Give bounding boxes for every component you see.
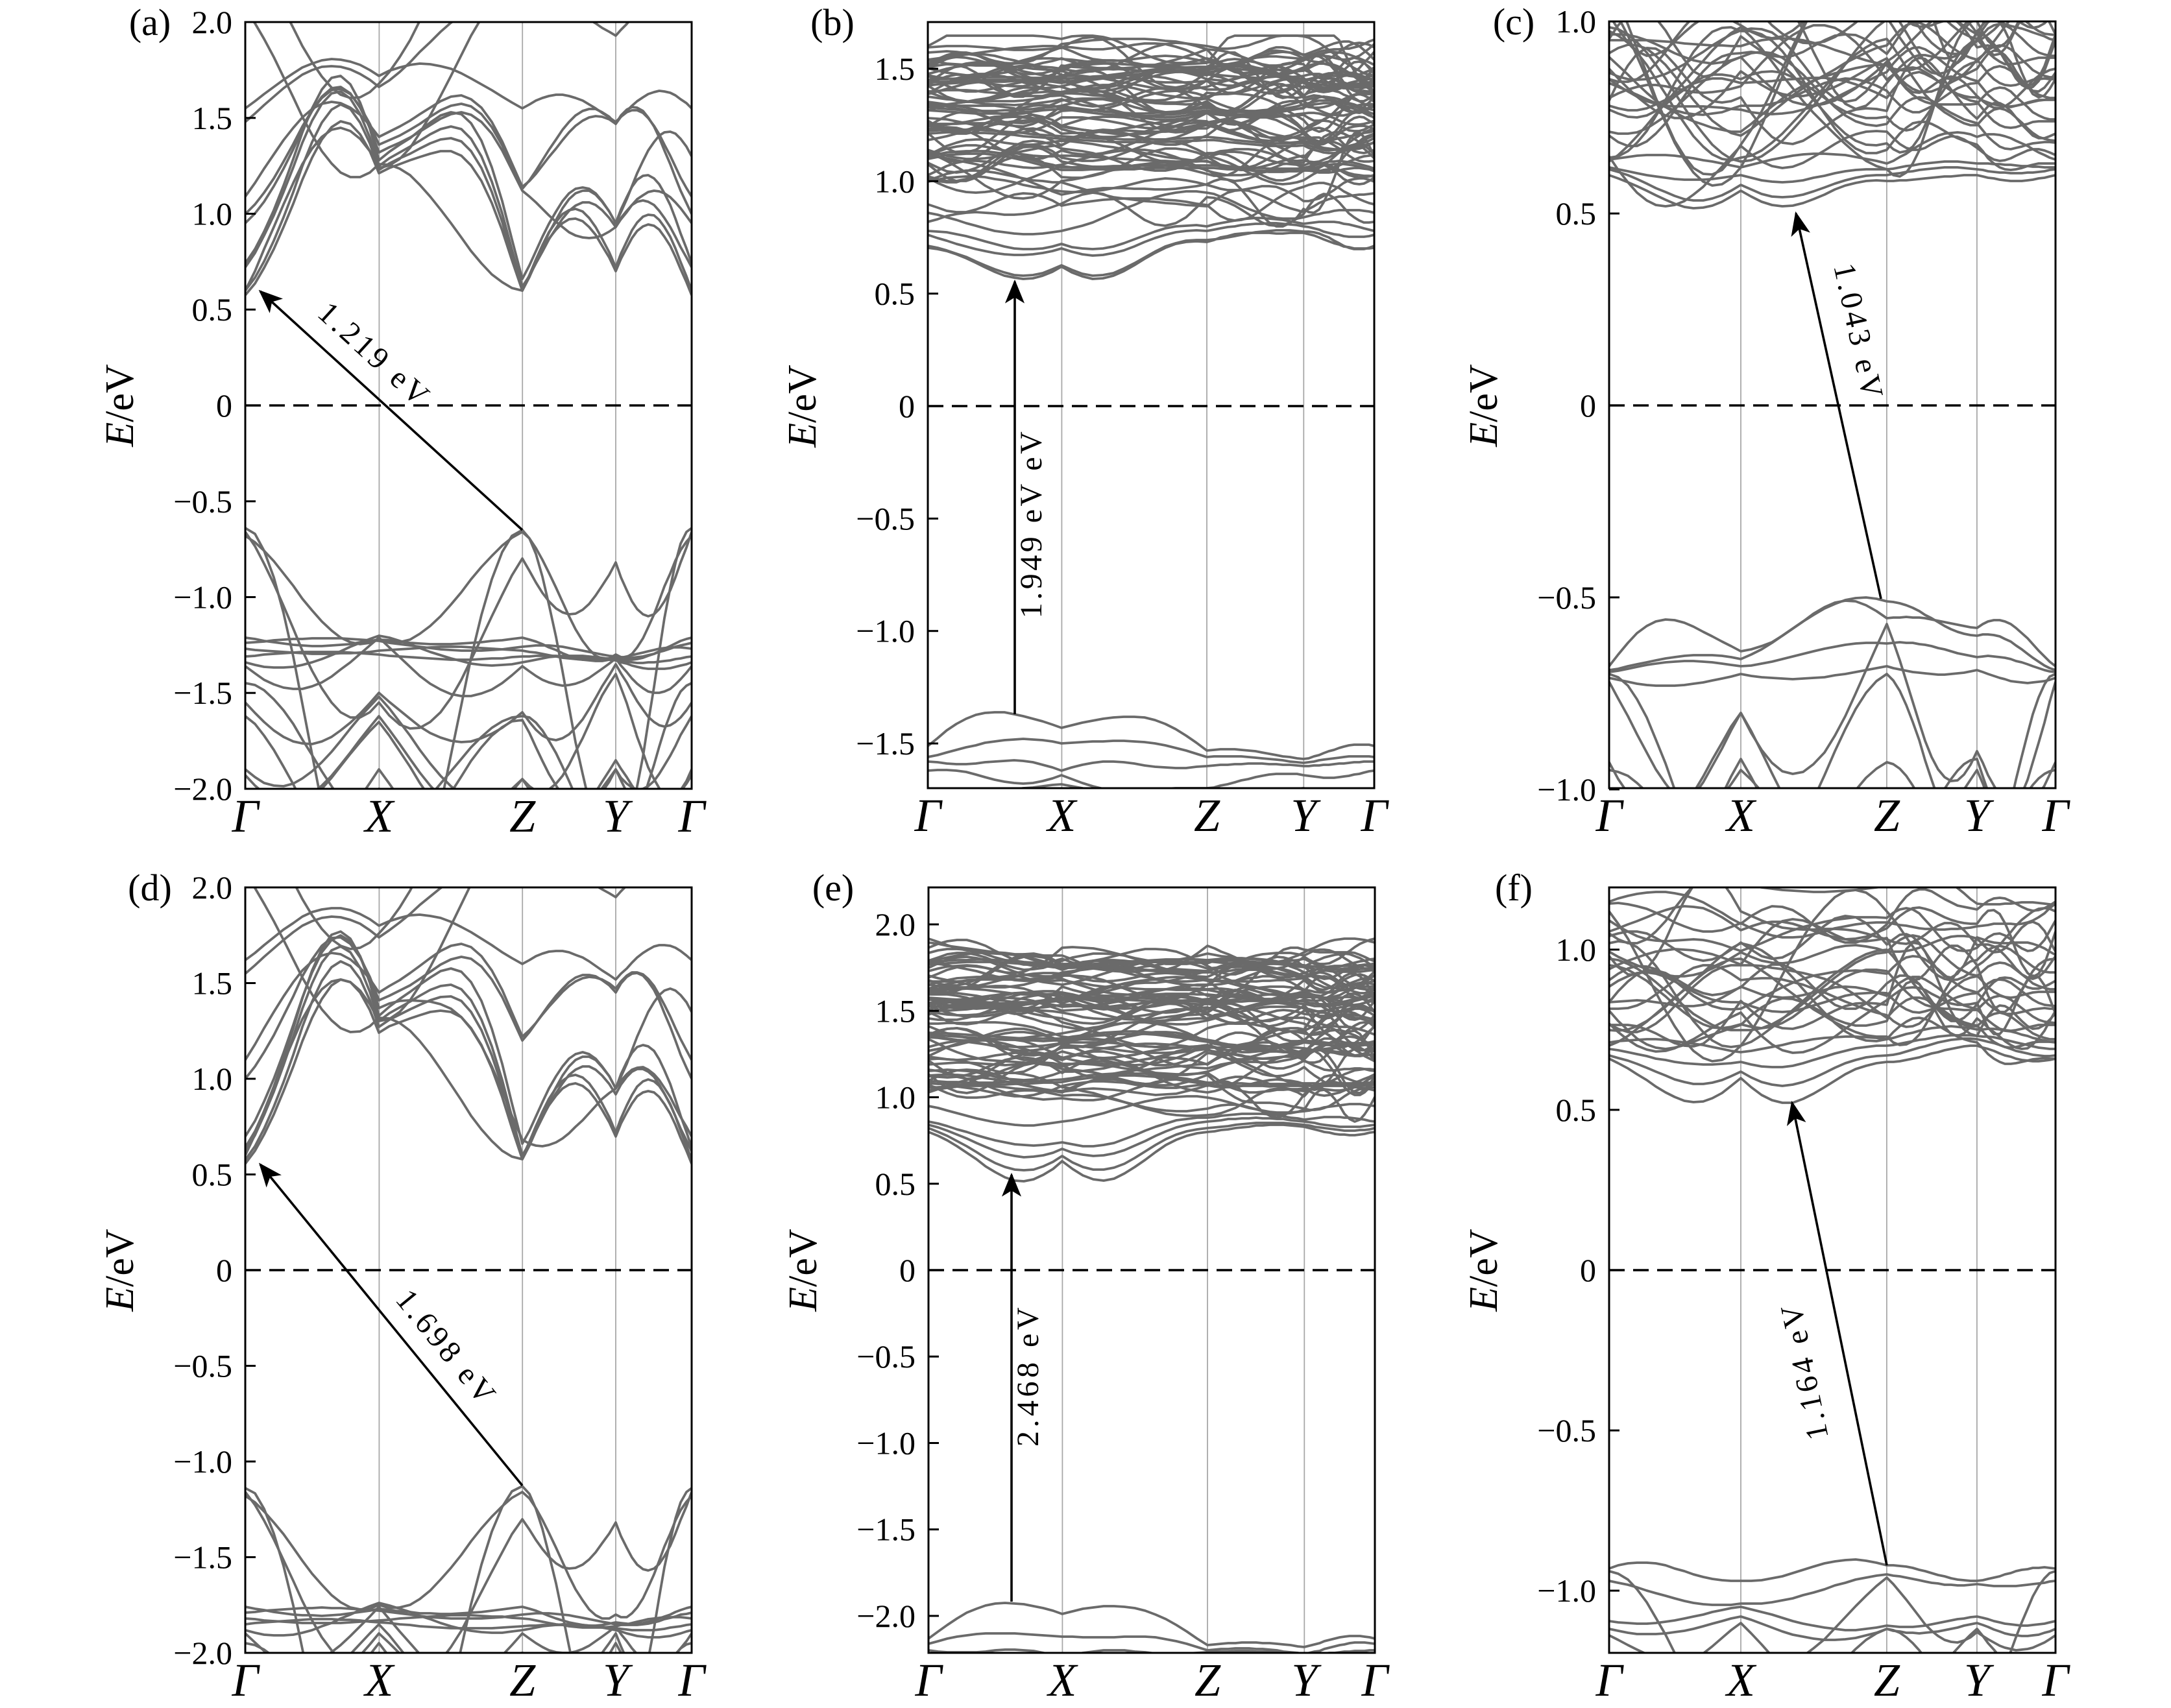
svg-text:Γ: Γ [232, 1654, 261, 1705]
svg-text:Y: Y [1291, 1654, 1322, 1705]
svg-text:Z: Z [1874, 789, 1900, 841]
svg-text:0: 0 [216, 387, 232, 424]
svg-text:0: 0 [899, 1252, 916, 1288]
svg-text:−1.0: −1.0 [856, 613, 915, 649]
svg-text:Γ: Γ [915, 1654, 944, 1705]
svg-text:1.0: 1.0 [1556, 3, 1597, 40]
svg-text:1.5: 1.5 [192, 100, 233, 136]
svg-text:1.0: 1.0 [192, 196, 233, 232]
svg-text:E/eV: E/eV [781, 365, 825, 448]
svg-text:E/eV: E/eV [781, 1229, 825, 1312]
svg-text:−0.5: −0.5 [1537, 1412, 1596, 1449]
svg-text:−2.0: −2.0 [173, 1635, 232, 1671]
svg-text:1.5: 1.5 [875, 992, 916, 1029]
svg-text:−0.5: −0.5 [1537, 579, 1596, 616]
svg-text:1.5: 1.5 [192, 965, 233, 1002]
svg-text:1.0: 1.0 [875, 163, 916, 199]
svg-text:−0.5: −0.5 [173, 1348, 232, 1384]
svg-text:Z: Z [509, 1654, 536, 1705]
svg-text:2.0: 2.0 [875, 906, 916, 943]
svg-text:Y: Y [1291, 789, 1321, 841]
svg-text:−1.0: −1.0 [856, 1425, 916, 1461]
svg-text:1.5: 1.5 [875, 51, 916, 87]
svg-text:X: X [1046, 1654, 1078, 1705]
svg-text:Γ: Γ [1595, 789, 1625, 841]
svg-text:E/eV: E/eV [98, 1229, 142, 1312]
svg-text:X: X [363, 790, 395, 842]
svg-text:−1.5: −1.5 [856, 725, 915, 762]
svg-text:Y: Y [603, 790, 633, 842]
svg-text:−1.0: −1.0 [1537, 1572, 1596, 1609]
svg-text:Y: Y [1964, 789, 1995, 841]
svg-text:Γ: Γ [2042, 789, 2071, 841]
svg-text:0.5: 0.5 [192, 1157, 233, 1193]
svg-text:−1.5: −1.5 [173, 1539, 232, 1576]
svg-text:0: 0 [1580, 387, 1596, 424]
svg-text:0: 0 [1580, 1252, 1596, 1288]
svg-text:X: X [1725, 1654, 1757, 1705]
svg-text:Γ: Γ [678, 1654, 707, 1705]
svg-text:(f): (f) [1495, 867, 1533, 909]
svg-text:Y: Y [1964, 1654, 1995, 1705]
svg-text:1.0: 1.0 [875, 1079, 916, 1116]
svg-text:X: X [363, 1654, 395, 1705]
svg-text:(d): (d) [128, 867, 172, 909]
svg-text:Z: Z [1194, 789, 1220, 841]
svg-text:0.5: 0.5 [1556, 195, 1597, 232]
svg-text:(e): (e) [812, 867, 854, 909]
svg-text:1.0: 1.0 [192, 1061, 233, 1097]
svg-text:−1.5: −1.5 [856, 1511, 916, 1548]
svg-text:(b): (b) [810, 1, 855, 43]
svg-text:−0.5: −0.5 [856, 1338, 916, 1375]
svg-text:Z: Z [1874, 1654, 1900, 1705]
svg-text:−0.5: −0.5 [856, 500, 915, 536]
svg-text:0.5: 0.5 [192, 291, 233, 328]
svg-text:−1.0: −1.0 [1537, 771, 1596, 808]
svg-text:0: 0 [216, 1252, 232, 1288]
svg-text:Z: Z [509, 790, 536, 842]
svg-text:2.468 eV: 2.468 eV [1011, 1304, 1045, 1447]
svg-text:Z: Z [1195, 1654, 1221, 1705]
svg-text:−2.0: −2.0 [173, 771, 232, 807]
svg-text:−0.5: −0.5 [173, 483, 232, 520]
svg-text:Γ: Γ [1361, 1654, 1390, 1705]
svg-text:(a): (a) [129, 1, 171, 43]
svg-text:1.0: 1.0 [1556, 932, 1597, 968]
svg-text:−1.5: −1.5 [173, 675, 232, 711]
svg-text:X: X [1045, 789, 1078, 841]
svg-text:2.0: 2.0 [192, 869, 233, 906]
svg-text:Γ: Γ [1361, 789, 1390, 841]
svg-text:−2.0: −2.0 [856, 1598, 916, 1634]
svg-text:−1.0: −1.0 [173, 579, 232, 616]
svg-text:0.5: 0.5 [1556, 1092, 1597, 1128]
svg-text:0: 0 [899, 388, 915, 424]
svg-text:(c): (c) [1493, 1, 1534, 43]
svg-text:X: X [1725, 789, 1757, 841]
svg-text:Γ: Γ [914, 789, 943, 841]
svg-text:E/eV: E/eV [98, 364, 142, 448]
svg-text:Γ: Γ [2042, 1654, 2071, 1705]
svg-text:Γ: Γ [678, 790, 707, 842]
svg-text:0.5: 0.5 [875, 276, 916, 312]
svg-text:E/eV: E/eV [1462, 1229, 1506, 1312]
svg-text:E/eV: E/eV [1462, 364, 1506, 448]
svg-text:2.0: 2.0 [192, 4, 233, 40]
svg-text:Y: Y [603, 1654, 633, 1705]
svg-text:0.5: 0.5 [875, 1166, 916, 1202]
svg-text:1.949 eV eV: 1.949 eV eV [1014, 429, 1049, 619]
svg-text:Γ: Γ [232, 790, 261, 842]
svg-text:−1.0: −1.0 [173, 1443, 232, 1480]
svg-text:Γ: Γ [1595, 1654, 1625, 1705]
